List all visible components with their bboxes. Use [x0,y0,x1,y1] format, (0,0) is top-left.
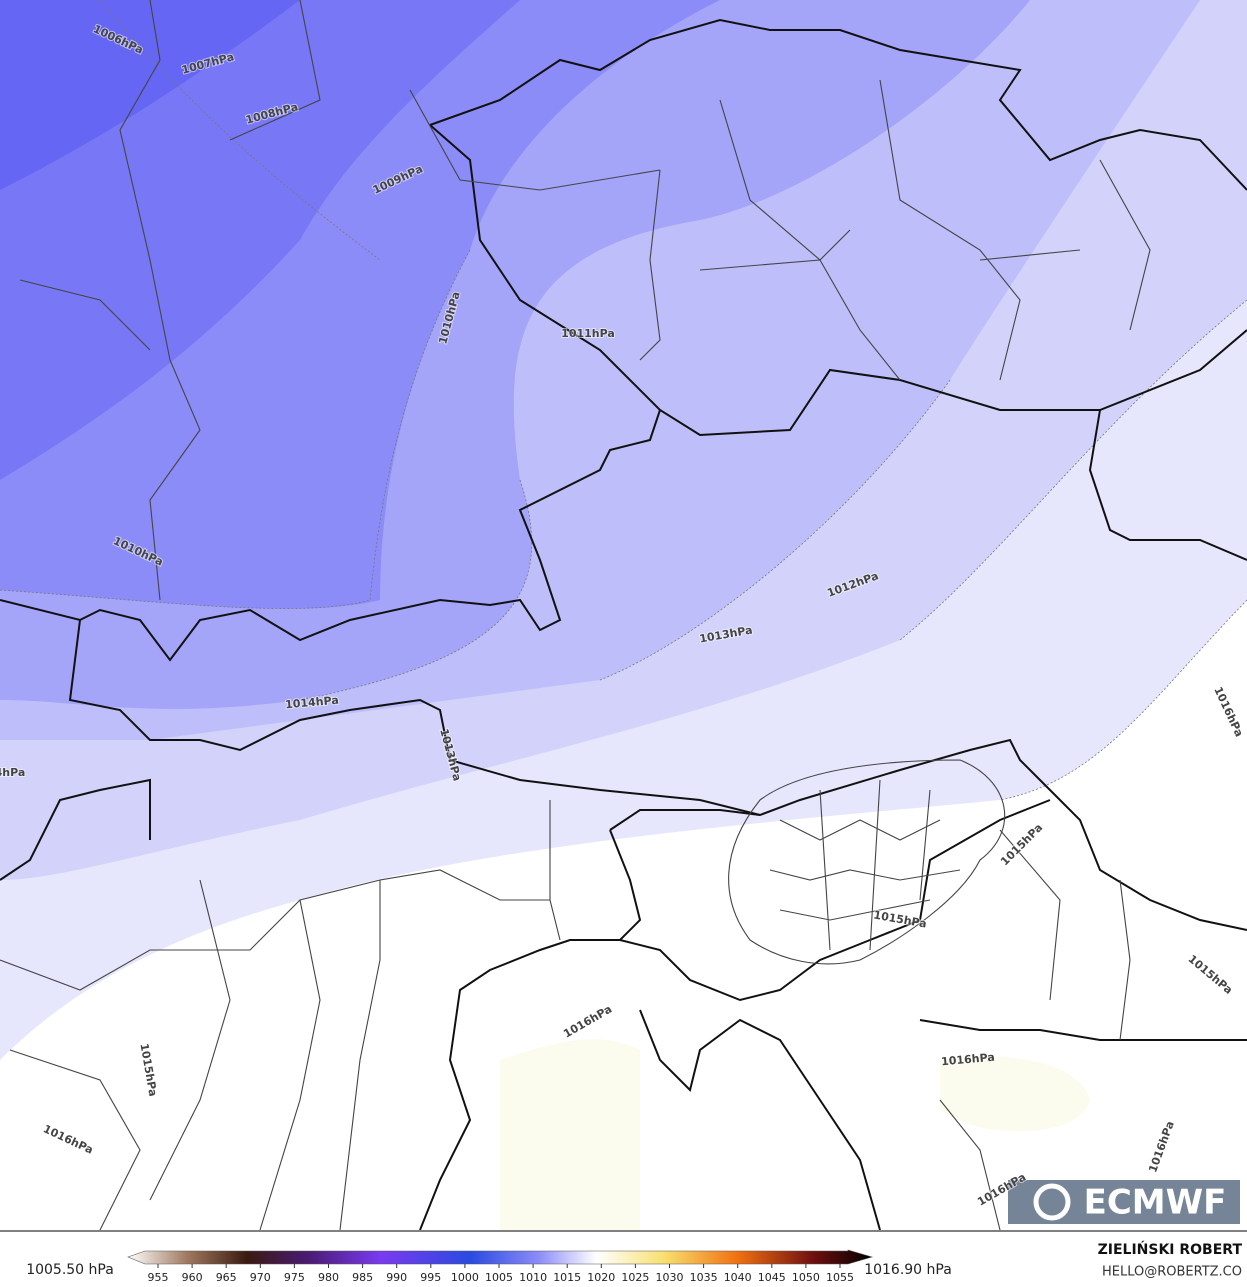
colorbar-tick-label: 1020 [587,1271,615,1284]
colorbar-tick-label: 1035 [690,1271,718,1284]
author: ZIELIŃSKI ROBERT [1098,1240,1243,1258]
colorbar-tick-label: 1010 [519,1271,547,1284]
logo-text: ECMWF [1084,1183,1227,1223]
colorbar-tick-label: 1045 [758,1271,786,1284]
colorbar-tick-label: 985 [352,1271,373,1284]
colorbar-tick-label: 1025 [621,1271,649,1284]
colorbar-min-label: 1005.50 hPa [26,1262,114,1278]
colorbar-tick-label: 1005 [485,1271,513,1284]
colorbar-tick-label: 1040 [724,1271,752,1284]
isobar-label: 1016hPa [941,1051,996,1069]
colorbar-tick-label: 995 [420,1271,441,1284]
colorbar-tick-label: 1055 [826,1271,854,1284]
colorbar-tick-label: 965 [216,1271,237,1284]
colorbar-tick-label: 1015 [553,1271,581,1284]
colorbar-tick-label: 1000 [451,1271,479,1284]
colorbar-max-label: 1016.90 hPa [864,1262,952,1278]
colorbar-tick-label: 980 [318,1271,339,1284]
colorbar-tick-label: 975 [284,1271,305,1284]
isobar-label: 1014hPa [285,694,340,712]
email: HELLO@ROBERTZ.CO [1102,1265,1242,1280]
isobar-label: 4hPa [0,766,25,779]
colorbar-tick-label: 960 [182,1271,203,1284]
colorbar-tick-label: 1050 [792,1271,820,1284]
logo: ECMWF [1008,1180,1240,1224]
colorbar-tick-label: 955 [148,1271,169,1284]
isobar-label: 1011hPa [561,327,615,340]
colorbar: 955 960 965 970 975 980 985 990 995 1000 1005 1010 1… [127,1249,874,1284]
colorbar-tick-label: 990 [386,1271,407,1284]
colorbar-tick-label: 970 [250,1271,271,1284]
colorbar-tick-label: 1030 [656,1271,684,1284]
pressure-field [0,0,1247,1230]
